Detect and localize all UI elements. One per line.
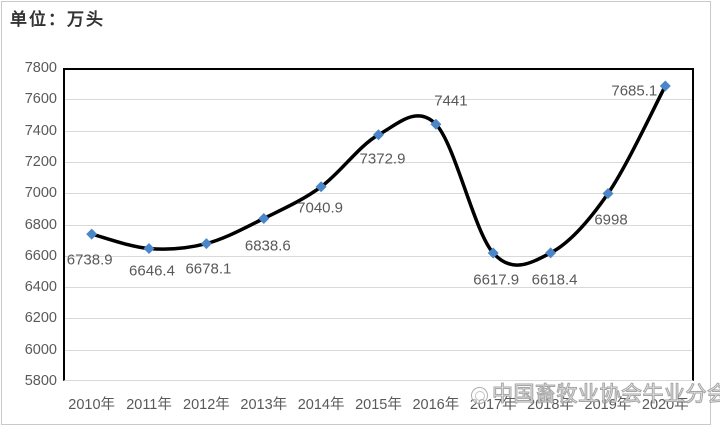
gridline	[65, 255, 692, 257]
data-point-label: 6646.4	[129, 262, 175, 279]
x-tick-label: 2015年	[355, 397, 402, 413]
y-tick-label: 6800	[24, 216, 57, 233]
y-tick-label: 7800	[24, 60, 57, 76]
y-tick-label: 6000	[24, 341, 57, 358]
watermark-text: 中国畜牧业协会牛业分会	[492, 383, 720, 406]
y-tick-label: 5800	[24, 373, 57, 389]
data-point-label: 6998	[594, 211, 628, 228]
y-axis: 7800 7600 7400 7200 7000 6800 6600 6400 6200 6000…	[0, 0, 57, 430]
y-tick-label: 6200	[24, 310, 57, 327]
x-tick-label: 2019年	[584, 397, 632, 413]
x-tick-label: 2013年	[240, 397, 288, 413]
data-point-label: 6618.4	[531, 271, 578, 289]
gridline	[65, 318, 692, 320]
gridline	[65, 193, 692, 195]
y-tick-label: 7200	[24, 153, 57, 170]
watermark: 中国畜牧业协会牛业分会	[471, 383, 720, 406]
plot-area	[63, 68, 694, 381]
x-tick-label: 2011年	[126, 397, 172, 413]
data-point-label: 7685.1	[611, 82, 658, 100]
gridline	[65, 349, 692, 351]
data-point-label: 7040.9	[297, 199, 344, 217]
y-tick-label: 7400	[24, 122, 57, 139]
data-point-label: 7441	[434, 92, 468, 110]
x-tick-label: 2014年	[297, 397, 345, 413]
data-point-markers	[86, 80, 671, 259]
x-tick-label: 2020年	[641, 397, 689, 413]
data-point-label: 6617.9	[473, 271, 520, 289]
y-tick-label: 6400	[24, 279, 57, 296]
data-point-label: 6838.6	[244, 237, 291, 254]
x-tick-label: 2018年	[527, 397, 574, 413]
gridline	[65, 161, 692, 163]
association-logo-icon	[471, 386, 488, 404]
y-tick-label: 7000	[24, 185, 57, 202]
data-series-line	[89, 84, 668, 267]
data-point-label: 6678.1	[185, 260, 232, 278]
y-tick-label: 7600	[24, 91, 57, 108]
data-point-label: 7372.9	[359, 150, 406, 168]
x-tick-label: 2010年	[68, 397, 116, 413]
y-tick-label: 6600	[24, 247, 57, 264]
data-point-label: 6738.9	[66, 251, 113, 269]
gridline	[65, 99, 692, 101]
x-tick-label: 2016年	[412, 397, 460, 413]
gridline	[65, 287, 692, 289]
x-tick-label: 2012年	[183, 397, 230, 413]
unit-title: 单位：万头	[10, 10, 105, 29]
gridline	[65, 224, 692, 226]
